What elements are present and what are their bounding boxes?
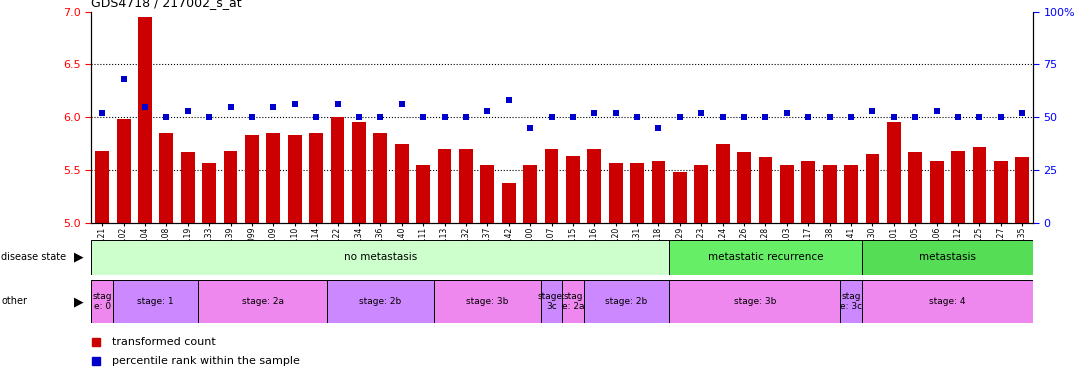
Bar (159, 133, 173, 223)
Bar (395, 144, 409, 223)
Bar (1016, 157, 1030, 223)
Bar (566, 156, 580, 223)
Bar (541, 280, 562, 323)
Text: disease state: disease state (1, 252, 67, 262)
Text: transformed count: transformed count (112, 337, 216, 347)
Bar (287, 135, 301, 223)
Bar (862, 240, 1033, 275)
Text: stage: 2a: stage: 2a (242, 297, 284, 306)
Bar (245, 135, 259, 223)
Bar (669, 240, 862, 275)
Bar (716, 144, 730, 223)
Text: GDS4718 / 217002_s_at: GDS4718 / 217002_s_at (91, 0, 242, 9)
Text: ▶: ▶ (74, 251, 83, 264)
Text: stage: 1: stage: 1 (138, 297, 174, 306)
Bar (823, 165, 837, 223)
Bar (434, 280, 541, 323)
Bar (330, 117, 344, 223)
Bar (438, 149, 452, 223)
Bar (116, 119, 130, 223)
Text: stage: 2b: stage: 2b (359, 297, 401, 306)
Bar (138, 17, 152, 223)
Text: stag
e: 0: stag e: 0 (93, 292, 112, 311)
Bar (862, 280, 1033, 323)
Bar (309, 133, 323, 223)
Bar (480, 165, 494, 223)
Bar (737, 152, 751, 223)
Bar (95, 151, 109, 223)
Bar (845, 165, 858, 223)
Bar (694, 165, 708, 223)
Bar (802, 162, 816, 223)
Text: metastatic recurrence: metastatic recurrence (708, 252, 823, 262)
Text: percentile rank within the sample: percentile rank within the sample (112, 356, 300, 366)
Bar (501, 183, 515, 223)
Bar (865, 154, 879, 223)
Bar (652, 162, 665, 223)
Bar (459, 149, 472, 223)
Bar (631, 162, 645, 223)
Bar (523, 165, 537, 223)
Text: stage: 3b: stage: 3b (466, 297, 509, 306)
Bar (609, 162, 623, 223)
Text: other: other (1, 296, 27, 306)
Bar (198, 280, 327, 323)
Bar (887, 122, 901, 223)
Bar (759, 157, 773, 223)
Bar (267, 133, 280, 223)
Bar (113, 280, 198, 323)
Bar (91, 280, 113, 323)
Bar (202, 162, 216, 223)
Bar (951, 151, 965, 223)
Bar (373, 133, 387, 223)
Bar (780, 165, 794, 223)
Bar (583, 280, 669, 323)
Text: stage:
3c: stage: 3c (538, 292, 566, 311)
Bar (908, 152, 922, 223)
Bar (994, 162, 1008, 223)
Text: ▶: ▶ (74, 295, 83, 308)
Bar (224, 151, 238, 223)
Text: stag
e: 3c: stag e: 3c (840, 292, 862, 311)
Text: stage: 4: stage: 4 (929, 297, 965, 306)
Text: no metastasis: no metastasis (343, 252, 417, 262)
Bar (672, 172, 686, 223)
Bar (352, 122, 366, 223)
Bar (669, 280, 840, 323)
Bar (840, 280, 862, 323)
Text: metastasis: metastasis (919, 252, 976, 262)
Text: stage: 2b: stage: 2b (606, 297, 648, 306)
Bar (416, 165, 430, 223)
Bar (930, 162, 944, 223)
Bar (973, 147, 987, 223)
Bar (181, 152, 195, 223)
Bar (544, 149, 558, 223)
Text: stage: 3b: stage: 3b (734, 297, 776, 306)
Bar (327, 280, 434, 323)
Text: stag
e: 2a: stag e: 2a (562, 292, 584, 311)
Bar (587, 149, 601, 223)
Bar (91, 240, 669, 275)
Bar (562, 280, 583, 323)
